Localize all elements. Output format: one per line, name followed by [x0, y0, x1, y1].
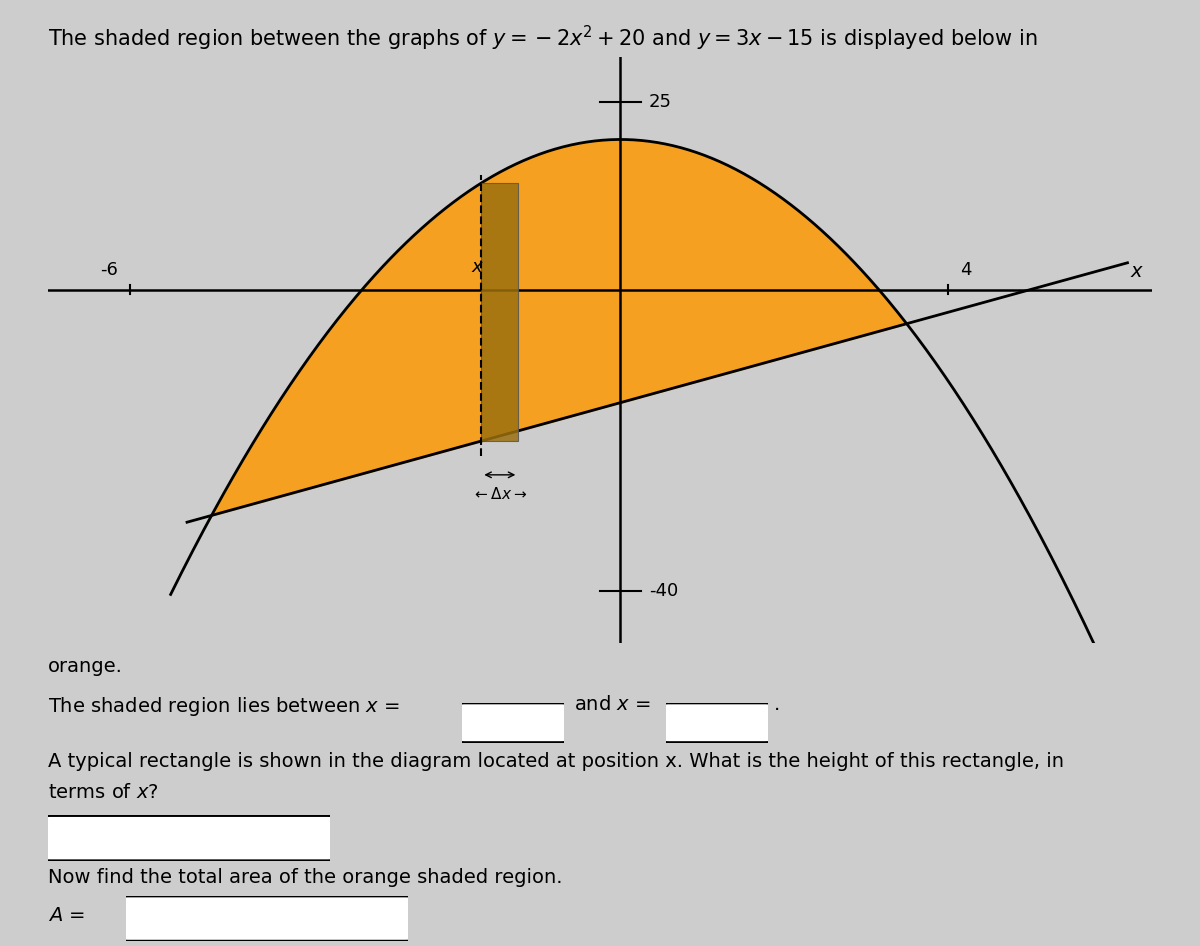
Text: $x$: $x$: [1129, 262, 1144, 281]
Text: 4: 4: [960, 260, 971, 278]
Text: terms of $x$?: terms of $x$?: [48, 783, 158, 802]
Text: $\leftarrow \Delta x \rightarrow$: $\leftarrow \Delta x \rightarrow$: [473, 486, 528, 502]
Text: .: .: [774, 695, 780, 714]
Text: Now find the total area of the orange shaded region.: Now find the total area of the orange sh…: [48, 868, 563, 887]
FancyBboxPatch shape: [40, 815, 338, 861]
Text: $A$ =: $A$ =: [48, 906, 85, 925]
Text: -40: -40: [649, 582, 678, 600]
FancyBboxPatch shape: [118, 896, 416, 941]
Text: $x$: $x$: [470, 258, 484, 276]
Text: The shaded region lies between $x$ =: The shaded region lies between $x$ =: [48, 695, 400, 718]
Text: 25: 25: [649, 93, 672, 111]
FancyBboxPatch shape: [460, 703, 566, 743]
Text: -6: -6: [100, 260, 118, 278]
Polygon shape: [481, 183, 518, 441]
Text: A typical rectangle is shown in the diagram located at position x. What is the h: A typical rectangle is shown in the diag…: [48, 752, 1064, 771]
Text: and $x$ =: and $x$ =: [574, 695, 650, 714]
Text: The shaded region between the graphs of $y = -2x^2 + 20$ and $y = 3x - 15$ is di: The shaded region between the graphs of …: [48, 24, 1038, 53]
Text: orange.: orange.: [48, 657, 122, 676]
FancyBboxPatch shape: [664, 703, 770, 743]
